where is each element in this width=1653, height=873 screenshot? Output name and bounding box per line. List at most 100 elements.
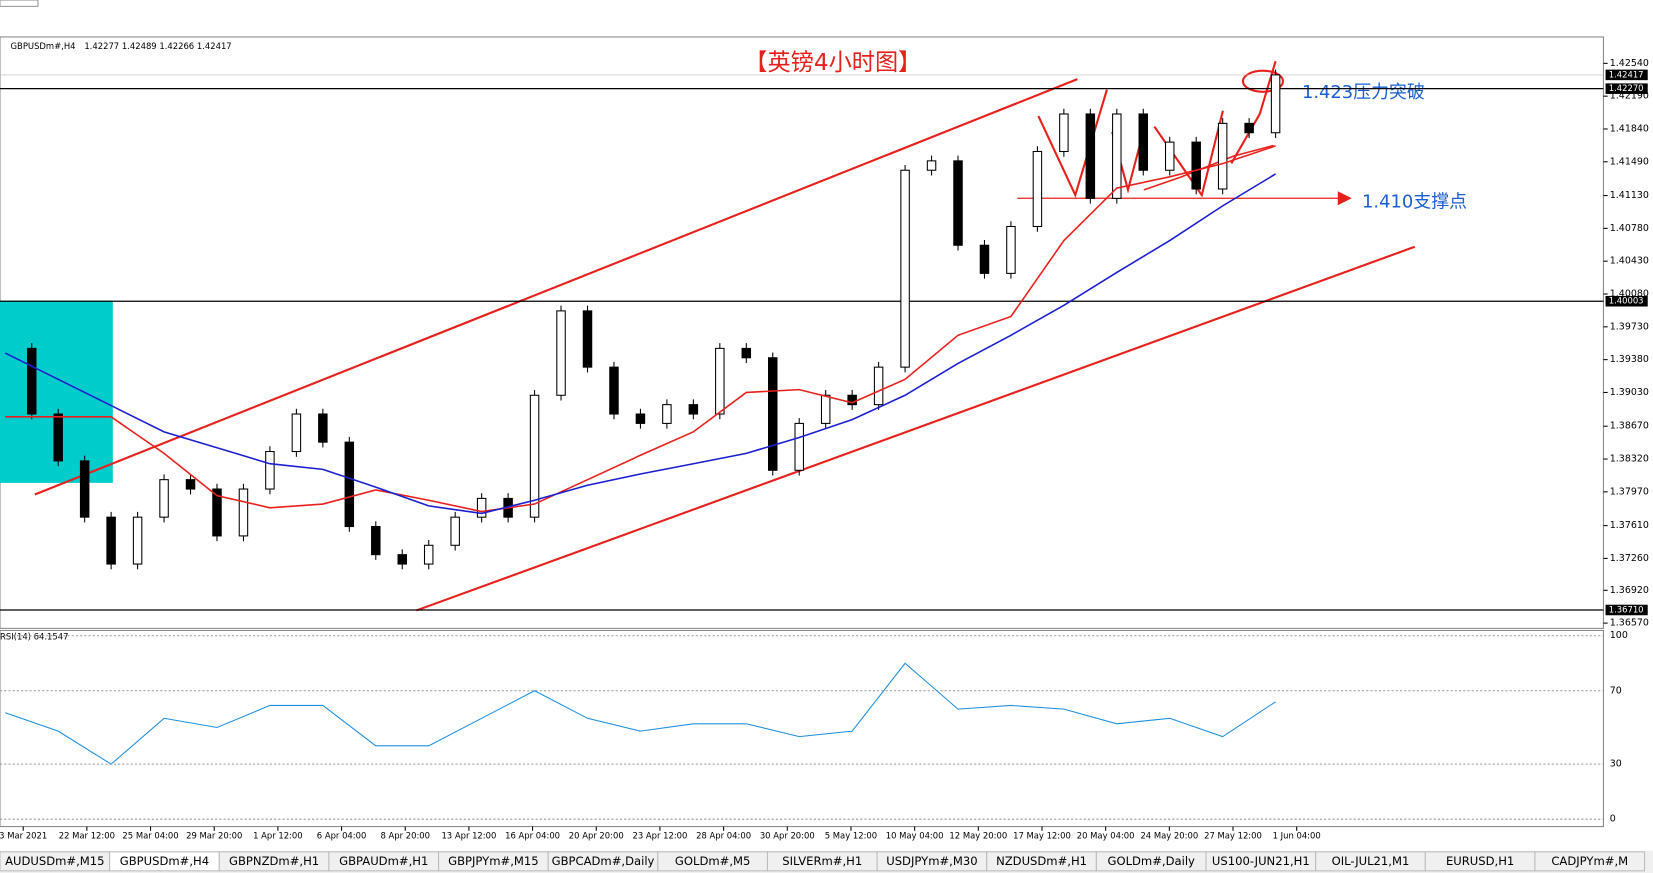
tab[interactable]: CADJPYm#,M [1551,854,1628,868]
candle-body [715,347,725,415]
y-tick-label: 1.37260 [1610,553,1649,564]
tab[interactable]: GOLDm#,M5 [675,854,750,868]
candle-body [820,394,831,424]
x-tick-label: 30 Apr 20:00 [760,831,815,841]
candle-body [291,413,302,453]
trend-line [1143,144,1274,191]
candle-body [132,516,143,565]
candle-body [1191,141,1201,190]
tab[interactable]: USDJPYm#,M30 [886,854,977,868]
y-tick-label: 1.37970 [1610,486,1649,497]
tab[interactable]: GBPAUDm#,H1 [339,854,428,868]
arrow-head [1337,191,1352,206]
candle-body [79,460,90,518]
tab[interactable]: EURUSD,H1 [1446,854,1514,868]
candle-body [847,394,857,406]
y-tick-label: 1.36570 [1610,618,1649,629]
candle-body [1164,141,1175,171]
moving-average [5,145,1276,513]
candle-body [873,366,884,406]
tab[interactable]: GOLDm#,Daily [1107,854,1195,868]
rsi-tick-label: 70 [1610,685,1622,696]
candle-body [371,526,381,556]
x-tick-label: 27 May 12:00 [1204,831,1262,841]
x-tick-label: 10 May 04:00 [886,831,944,841]
tab[interactable]: OIL-JUL21,M1 [1332,854,1410,868]
x-tick-label: 22 Mar 12:00 [59,831,115,841]
candle-body [423,544,434,565]
annotation: 1.410支撑点 [1362,191,1467,212]
candle-body [106,516,116,565]
y-tick-label: 1.40430 [1610,256,1649,267]
level-box [1605,604,1648,616]
level-label: 1.40003 [1609,296,1644,306]
price-pane [0,36,1604,629]
candle-body [212,488,222,537]
tab[interactable]: US100-JUN21,H1 [1212,854,1310,868]
candle-body [609,366,619,415]
x-tick-label: 24 May 20:00 [1140,831,1198,841]
x-tick-label: 1 Jun 04:00 [1273,831,1321,841]
symbol: GBPUSDm#,H4 [11,41,76,51]
x-tick-label: 5 May 12:00 [825,831,877,841]
price-box [1605,69,1648,81]
tab[interactable]: GBPNZDm#,H1 [229,854,319,868]
candle-body [979,244,990,274]
quote: 1.42277 1.42489 1.42266 1.42417 [84,41,231,51]
rsi-tick-label: 0 [1610,814,1616,825]
candle-body [556,310,566,396]
tab[interactable]: GBPCADm#,Daily [552,854,655,868]
y-tick-label: 1.41130 [1610,190,1649,201]
tab[interactable]: GBPJPYm#,M15 [448,854,539,868]
candle-body [1138,113,1149,171]
tab[interactable]: NZDUSDm#,H1 [996,854,1087,868]
x-tick-label: 17 May 12:00 [1013,831,1071,841]
candle-body [1270,74,1281,134]
y-tick-label: 1.41490 [1610,156,1649,167]
candle-body [318,413,328,443]
candle-body [238,488,249,537]
x-tick-label: 12 May 20:00 [949,831,1007,841]
x-tick-label: 28 Apr 04:00 [696,831,751,841]
x-tick-label: 29 Mar 20:00 [186,831,242,841]
x-tick-label: 8 Apr 20:00 [380,831,430,841]
rsi-tick-label: 100 [1610,630,1628,641]
tab[interactable]: GBPUSDm#,H4 [120,854,209,868]
circle-mark [1241,69,1285,93]
candle-body [1244,122,1254,134]
candle-body [344,441,355,528]
candle-body [688,404,699,415]
y-tick-label: 1.36920 [1610,585,1649,596]
tab[interactable]: SILVERm#,H1 [782,854,862,868]
candle-body [900,169,910,368]
candle-body [529,394,540,518]
y-tick-label: 1.40780 [1610,223,1649,234]
level-label: 1.42270 [1609,83,1644,93]
x-tick-label: 23 Apr 12:00 [632,831,687,841]
x-tick-label: 13 Apr 12:00 [441,831,496,841]
x-tick-label: 25 Mar 04:00 [122,831,178,841]
moving-average [4,173,1277,515]
y-tick-label: 1.39030 [1610,387,1649,398]
x-tick-label: 3 Mar 2021 [0,831,47,841]
channel-line [416,245,1416,612]
y-tick-label: 1.37610 [1610,520,1649,531]
candle-body [53,413,63,462]
window-fragment [0,0,39,7]
annotation: 1.423压力突破 [1302,82,1425,103]
candle-body [397,554,407,565]
candle-body [1059,113,1069,153]
x-tick-label: 16 Apr 04:00 [505,831,560,841]
rsi-line [5,662,1276,765]
y-tick-label: 1.41840 [1610,123,1649,134]
y-tick-label: 1.39730 [1610,321,1649,332]
y-tick-label: 1.40080 [1610,289,1649,300]
rsi-title: RSI(14) 64.1547 [0,631,68,641]
candle-body [794,422,804,471]
candle-body [582,310,593,368]
tab[interactable]: AUDUSDm#,M15 [5,854,104,868]
chart-title: 【英镑4小时图】 [744,49,921,76]
